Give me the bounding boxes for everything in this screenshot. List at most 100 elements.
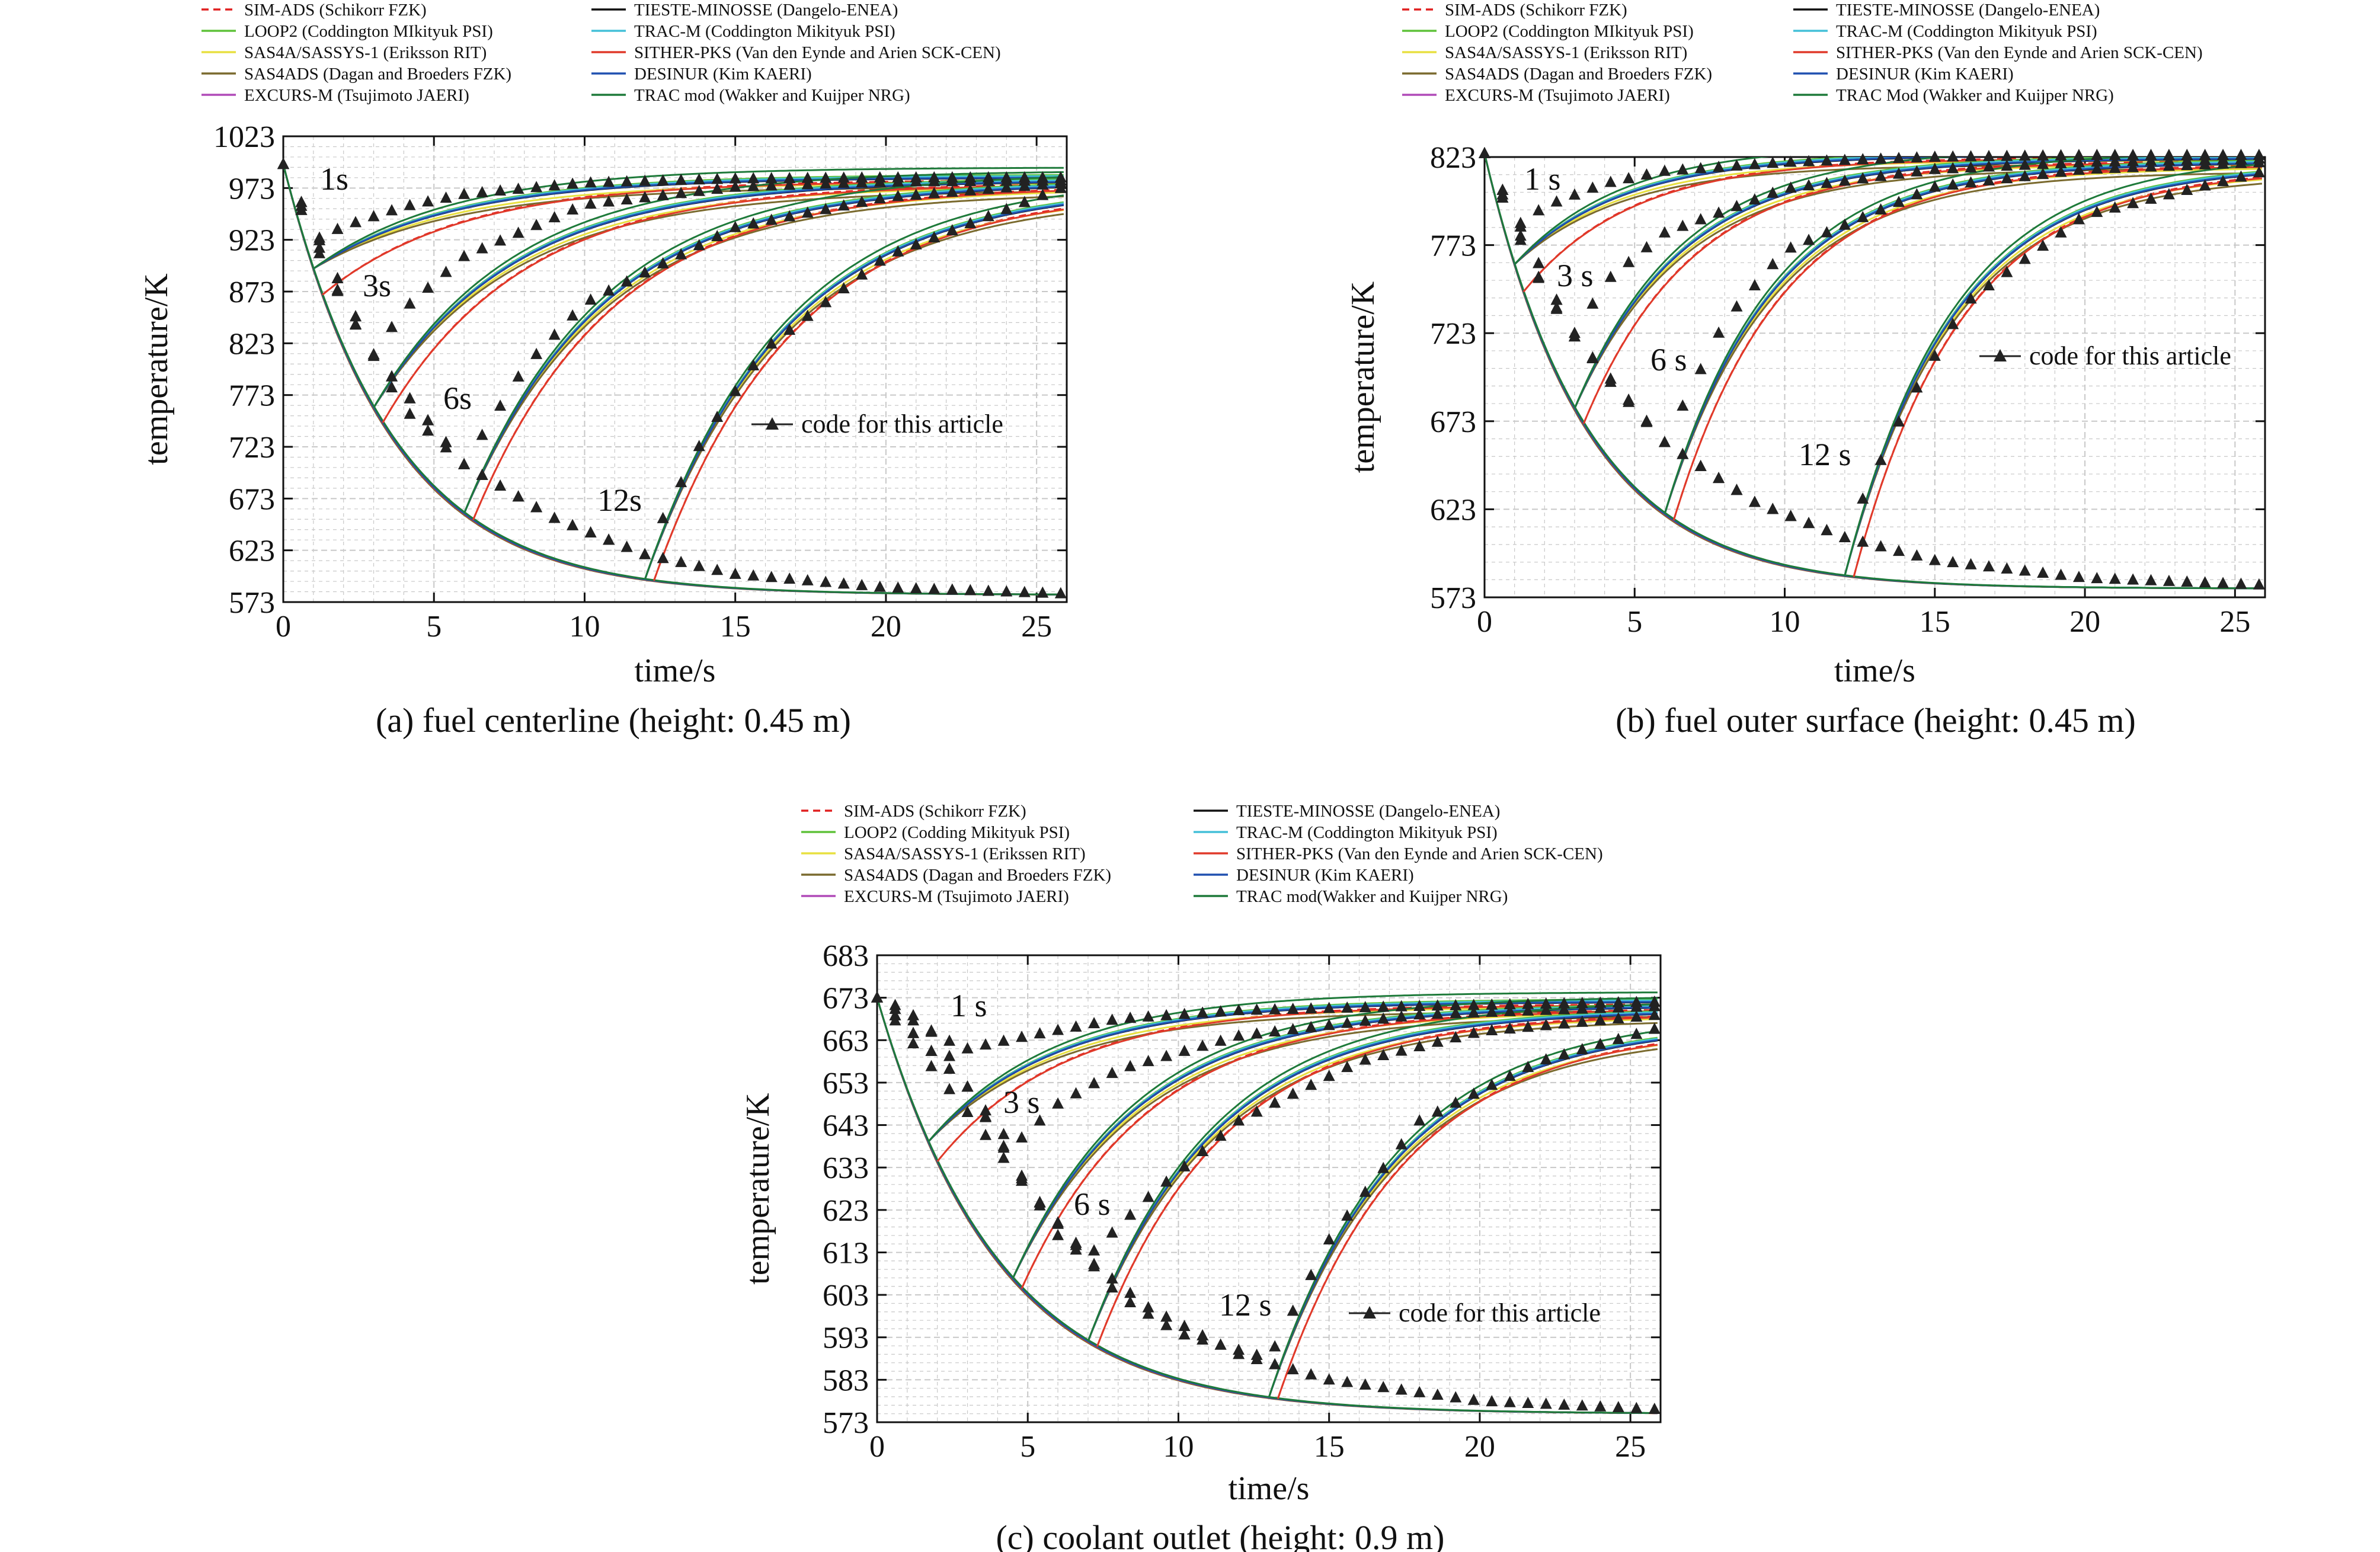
- x-axis-label: time/s: [1229, 1470, 1310, 1507]
- marker-6s: [494, 399, 507, 411]
- marker-1s: [711, 172, 724, 184]
- marker-12 s: [2217, 175, 2229, 187]
- marker-baseline: [386, 370, 398, 382]
- marker-baseline: [1874, 540, 1887, 552]
- marker-baseline: [1514, 220, 1527, 232]
- callout-label: 6 s: [1074, 1186, 1111, 1222]
- series-6 s-DESINUR: [1664, 162, 2262, 514]
- marker-12 s: [2127, 197, 2139, 209]
- inline-legend-marker: [1994, 349, 2007, 361]
- y-tick-label: 573: [1430, 581, 1476, 615]
- marker-1 s: [1178, 1007, 1191, 1019]
- marker-1s: [567, 177, 579, 189]
- marker-baseline: [331, 271, 344, 283]
- marker-baseline: [2253, 578, 2265, 590]
- marker-12s: [928, 231, 941, 242]
- marker-12s: [964, 217, 977, 229]
- series-1 s-TRAC-M: [1514, 157, 1906, 265]
- marker-3s: [765, 179, 778, 191]
- marker-baseline: [961, 1080, 974, 1092]
- marker-6 s: [1748, 279, 1761, 290]
- marker-6 s: [1395, 1044, 1407, 1056]
- marker-1 s: [1323, 1001, 1335, 1013]
- marker-baseline: [1612, 1401, 1624, 1413]
- marker-3 s: [1658, 226, 1671, 238]
- marker-baseline: [1214, 1338, 1227, 1350]
- marker-baseline: [925, 1044, 938, 1056]
- marker-3 s: [1034, 1114, 1046, 1126]
- legend-label-TRAC-M: TRAC-M (Coddington Mikityuk PSI): [634, 22, 895, 41]
- x-tick-label: 10: [569, 610, 600, 644]
- marker-12 s: [2037, 239, 2049, 251]
- marker-baseline: [2001, 562, 2013, 574]
- legend-label-DESINUR: DESINUR (Kim KAERI): [1236, 866, 1414, 885]
- marker-6 s: [2072, 163, 2085, 175]
- marker-baseline: [1658, 436, 1671, 447]
- marker-baseline: [1018, 585, 1031, 597]
- marker-6 s: [1947, 178, 1959, 190]
- legend-label-TRACmod: TRAC Mod (Wakker and Kuijper NRG): [1836, 86, 2114, 105]
- y-tick-label: 773: [1430, 229, 1476, 263]
- legend-label-SITHER: SITHER-PKS (Van den Eynde and Arien SCK-…: [1836, 43, 2203, 62]
- series-3 s-EXCURS-M: [1012, 1006, 1658, 1279]
- marker-6 s: [1821, 226, 1833, 238]
- marker-1 s: [1142, 1010, 1154, 1022]
- marker-12 s: [1142, 1307, 1154, 1319]
- marker-baseline: [2163, 574, 2175, 586]
- callout-label: 3 s: [1003, 1084, 1040, 1120]
- marker-3s: [874, 175, 886, 187]
- marker-3 s: [2055, 156, 2067, 168]
- marker-6s: [874, 192, 886, 204]
- marker-3 s: [907, 1014, 920, 1026]
- marker-1 s: [1550, 195, 1563, 207]
- x-tick-label: 10: [1770, 605, 1800, 639]
- callout-label: 6s: [443, 380, 472, 416]
- marker-6 s: [1928, 180, 1941, 192]
- marker-12 s: [1911, 381, 1923, 393]
- marker-6 s: [1540, 1019, 1552, 1031]
- marker-6 s: [1377, 1049, 1390, 1061]
- x-axis-label: time/s: [1834, 652, 1915, 689]
- marker-6 s: [1982, 174, 1995, 185]
- marker-6 s: [1803, 233, 1815, 245]
- legend-label-DESINUR: DESINUR (Kim KAERI): [634, 65, 812, 84]
- marker-3 s: [1838, 174, 1851, 186]
- marker-3s: [548, 211, 561, 223]
- marker-baseline: [1034, 1199, 1046, 1211]
- marker-6 s: [1323, 1070, 1335, 1081]
- marker-12s: [783, 323, 796, 335]
- legend-label-SITHER: SITHER-PKS (Van den Eynde and Arien SCK-…: [1236, 844, 1603, 863]
- marker-1s: [458, 187, 471, 199]
- marker-6 s: [1160, 1175, 1173, 1187]
- marker-6s: [1037, 178, 1049, 190]
- marker-6s: [620, 275, 633, 287]
- marker-1s: [675, 174, 687, 185]
- marker-6s: [512, 370, 524, 382]
- plot-frame: [282, 135, 1068, 603]
- marker-3s: [675, 187, 687, 199]
- legend-label-LOOP2: LOOP2 (Codding Mikityuk PSI): [844, 823, 1070, 842]
- series-baseline-TIESTE: [877, 997, 1658, 1415]
- marker-1 s: [1694, 162, 1707, 174]
- marker-baseline: [1341, 1375, 1354, 1387]
- x-tick-label: 0: [869, 1430, 885, 1464]
- marker-3 s: [1250, 1027, 1263, 1039]
- marker-6 s: [1359, 1053, 1371, 1065]
- marker-baseline: [1540, 1397, 1552, 1409]
- marker-3 s: [1558, 1003, 1570, 1015]
- marker-1s: [440, 191, 452, 203]
- series-12s-LOOP2: [644, 201, 1064, 580]
- marker-6s: [530, 347, 543, 359]
- marker-6 s: [2091, 162, 2103, 174]
- marker-baseline: [874, 580, 886, 592]
- marker-1 s: [1287, 1002, 1299, 1014]
- callout-label: 1 s: [1524, 161, 1561, 197]
- x-tick-label: 25: [1615, 1430, 1646, 1464]
- x-tick-label: 0: [276, 610, 291, 644]
- marker-6s: [928, 187, 941, 199]
- marker-baseline: [1269, 1358, 1281, 1369]
- marker-12s: [765, 337, 778, 349]
- marker-baseline: [639, 548, 651, 559]
- series-12 s-TIESTE: [1268, 1039, 1658, 1398]
- marker-1s: [783, 171, 796, 183]
